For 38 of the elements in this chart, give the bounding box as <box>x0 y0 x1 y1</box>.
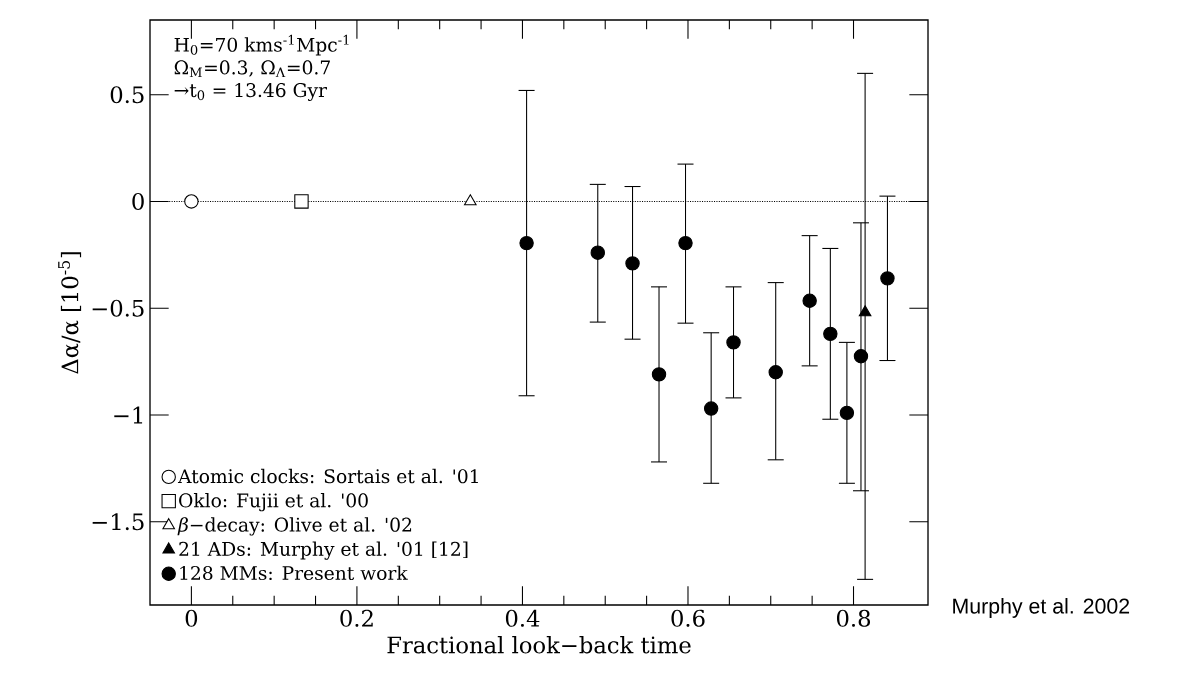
point <box>858 305 872 317</box>
y-tick-label: −0.5 <box>92 299 144 317</box>
point <box>880 271 895 286</box>
x-tick-label: 0.8 <box>836 609 871 627</box>
legend-label: Atomic clocks: Sortais et al. '01 <box>177 468 478 484</box>
y-tick-label: 0.5 <box>110 86 144 104</box>
point <box>703 401 719 416</box>
annotation: →t$_{0}$ = 13.46 Gyr <box>174 83 327 102</box>
legend-label: Oklo: Fujii et al. '00 <box>179 493 368 512</box>
point <box>294 194 309 209</box>
point <box>839 405 855 421</box>
x-tick-label: 0.6 <box>671 609 705 627</box>
point <box>802 293 817 308</box>
legend-label: β−decay: Olive et al. '02 <box>177 517 412 536</box>
point <box>651 367 667 382</box>
point <box>519 235 534 251</box>
point <box>625 256 640 271</box>
x-tick-label: 0.4 <box>505 609 540 627</box>
y-tick-label: 0 <box>132 192 144 211</box>
point <box>726 335 741 350</box>
annotation: H$_{0}$=70 kms$^{-1}$Mpc$^{-1}$ <box>174 34 349 56</box>
x-tick-label: 0.2 <box>340 609 373 627</box>
text: Murphy et al. 2002 <box>953 598 1130 618</box>
y-tick-label: −1 <box>114 406 143 424</box>
point <box>678 235 693 251</box>
y-axis-title: Δα/α [10$^{-5}$] <box>58 252 82 374</box>
point <box>853 349 869 364</box>
legend-label: 21 ADs: Murphy et al. '01 [12] <box>179 541 468 560</box>
legend-label: 128 MMs: Present work <box>180 565 408 581</box>
y-tick-label: −1.5 <box>92 513 144 531</box>
x-axis-title: Fractional look−back time <box>387 635 691 654</box>
annotation: Ω$_{M}$=0.3, Ω$_{Λ}$=0.7 <box>174 60 330 78</box>
point <box>184 194 199 209</box>
point <box>823 326 838 342</box>
point <box>590 245 605 260</box>
x-tick-label: 0 <box>185 609 198 627</box>
point <box>464 194 477 206</box>
point <box>768 365 783 380</box>
